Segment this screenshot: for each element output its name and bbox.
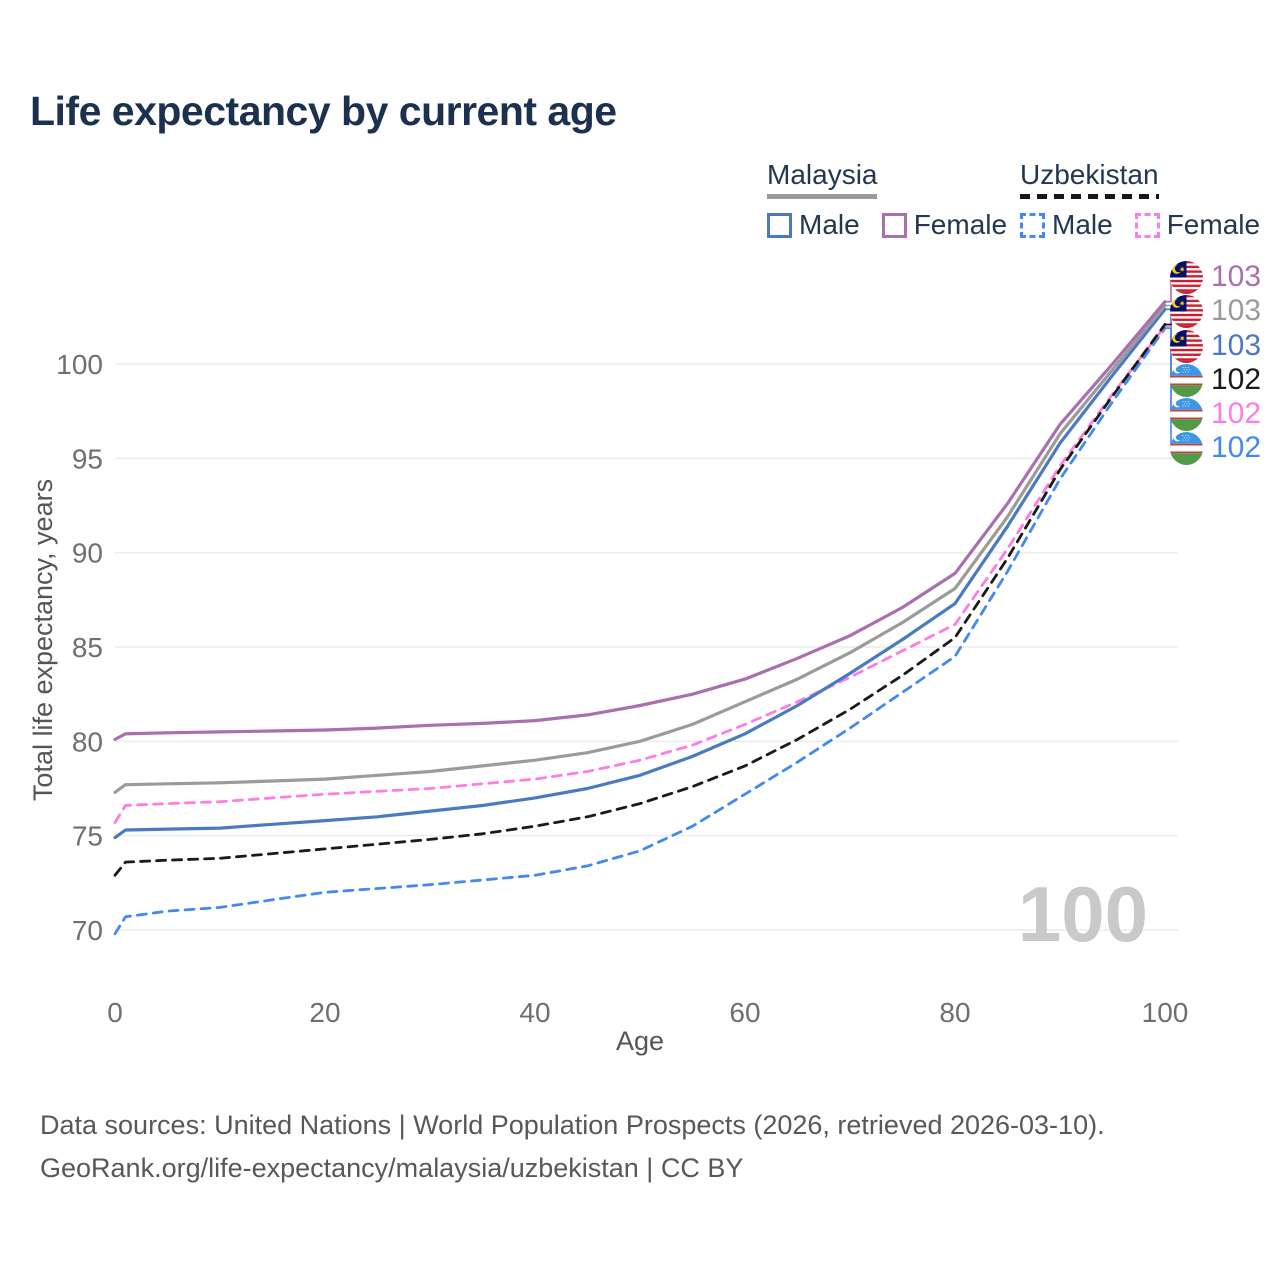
end-value: 102: [1211, 431, 1262, 464]
y-tick-label: 80: [72, 726, 103, 757]
age-watermark: 100: [1018, 870, 1148, 958]
end-label-row: 102: [1170, 431, 1261, 465]
legend-malaysia-female-label[interactable]: Female: [913, 209, 1008, 240]
x-axis-title: Age: [616, 1026, 664, 1056]
uzbekistan-dashed-line-swatch: [1020, 194, 1159, 199]
end-value: 103: [1211, 329, 1262, 362]
attribution: Data sources: United Nations | World Pop…: [40, 1104, 1105, 1190]
license-line: GeoRank.org/life-expectancy/malaysia/uzb…: [40, 1153, 744, 1183]
end-label-row: 102: [1170, 363, 1261, 397]
legend-malaysia-label: Malaysia: [767, 159, 878, 190]
legend-uzbekistan-female-swatch[interactable]: [1134, 212, 1160, 238]
legend-malaysia-male-swatch[interactable]: [767, 212, 792, 238]
legend-uzbekistan-header: Uzbekistan: [1020, 160, 1159, 199]
malaysia-flag-icon: [1170, 330, 1203, 363]
x-tick-label: 20: [309, 997, 340, 1028]
series-line-uzbekistan-male: [113, 326, 1167, 936]
legend-uzbekistan-label: Uzbekistan: [1020, 159, 1159, 190]
data-source-line: Data sources: United Nations | World Pop…: [40, 1110, 1105, 1140]
legend-uzbekistan-male-label[interactable]: Male: [1052, 209, 1113, 240]
malaysia-flag-icon: [1170, 295, 1203, 328]
x-tick-label: 0: [107, 997, 123, 1028]
legend-group-uzbekistan: Uzbekistan Male Female: [1020, 160, 1280, 241]
uzbekistan-flag-icon: [1170, 364, 1203, 397]
series-line-malaysia-male: [113, 307, 1167, 840]
y-tick-label: 90: [72, 538, 103, 569]
end-label-row: 103: [1170, 329, 1261, 363]
legend-uzbekistan-female-label[interactable]: Female: [1166, 209, 1261, 240]
series-line-uzbekistan-both-sexes: [113, 322, 1167, 877]
x-tick-label: 60: [729, 997, 760, 1028]
y-tick-label: 85: [72, 632, 103, 663]
y-tick-label: 100: [56, 349, 103, 380]
series-line-uzbekistan-female: [113, 324, 1167, 824]
legend-malaysia-male-label[interactable]: Male: [799, 209, 860, 240]
x-tick-label: 40: [519, 997, 550, 1028]
series-line-malaysia-female: [113, 300, 1167, 742]
end-label-row: 103: [1170, 294, 1261, 328]
y-tick-label: 70: [72, 915, 103, 946]
y-tick-label: 95: [72, 443, 103, 474]
x-tick-label: 100: [1142, 997, 1189, 1028]
legend-malaysia-header: Malaysia: [767, 159, 878, 199]
page-title: Life expectancy by current age: [30, 88, 617, 134]
x-tick-label: 80: [939, 997, 970, 1028]
end-label-row: 103: [1170, 260, 1261, 294]
uzbekistan-flag-icon: [1170, 398, 1203, 431]
legend-uzbekistan-male-swatch[interactable]: [1020, 212, 1045, 238]
end-value: 103: [1211, 260, 1262, 293]
legend-group-malaysia: Malaysia Male Female: [767, 160, 1029, 241]
y-axis-title: Total life expectancy, years: [28, 479, 58, 801]
end-value: 102: [1211, 397, 1262, 430]
end-label-row: 102: [1170, 397, 1261, 431]
y-tick-label: 75: [72, 821, 103, 852]
end-value: 103: [1211, 294, 1262, 327]
series-line-malaysia-both-sexes: [113, 303, 1167, 794]
malaysia-flag-icon: [1170, 261, 1203, 294]
malaysia-solid-line-swatch: [767, 194, 878, 199]
end-value: 102: [1211, 363, 1262, 396]
uzbekistan-flag-icon: [1170, 432, 1203, 465]
legend-malaysia-female-swatch[interactable]: [881, 212, 907, 238]
